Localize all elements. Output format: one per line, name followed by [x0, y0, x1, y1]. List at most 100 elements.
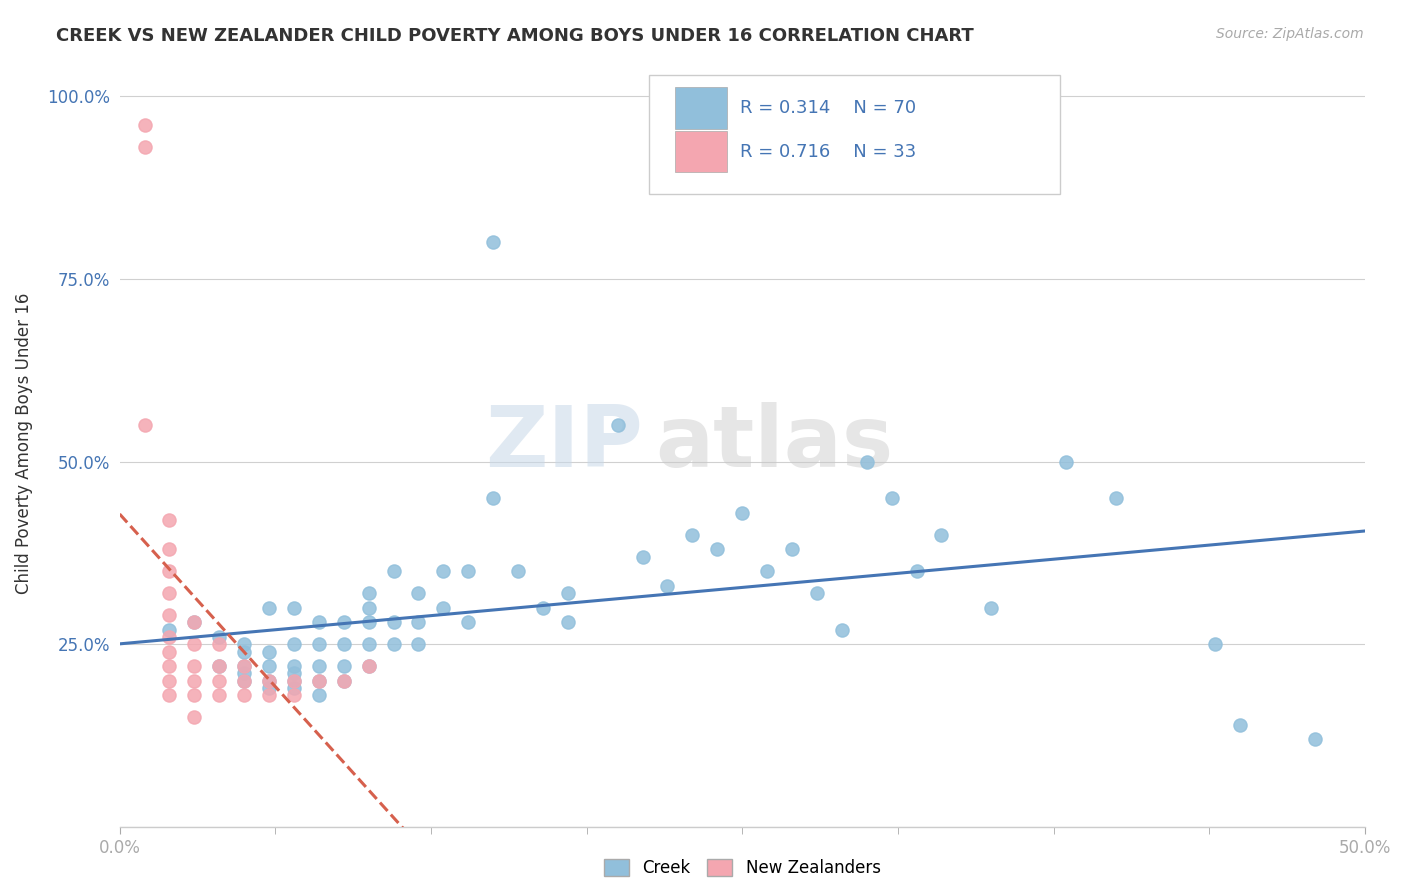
Text: Source: ZipAtlas.com: Source: ZipAtlas.com	[1216, 27, 1364, 41]
Point	[183, 659, 205, 673]
Point	[482, 235, 505, 250]
Point	[257, 689, 280, 703]
Text: R = 0.314    N = 70: R = 0.314 N = 70	[740, 99, 915, 117]
Point	[233, 689, 256, 703]
Point	[706, 542, 728, 557]
Point	[681, 527, 703, 541]
Point	[382, 615, 405, 630]
FancyBboxPatch shape	[648, 75, 1060, 194]
Point	[308, 637, 330, 651]
Point	[208, 673, 231, 688]
Point	[831, 623, 853, 637]
Point	[283, 681, 305, 695]
Point	[208, 630, 231, 644]
Point	[408, 586, 430, 600]
Point	[1303, 732, 1326, 747]
Point	[1229, 717, 1251, 731]
Point	[157, 623, 180, 637]
Point	[631, 549, 654, 564]
Text: atlas: atlas	[655, 401, 893, 484]
Point	[157, 513, 180, 527]
Point	[1105, 491, 1128, 505]
Point	[183, 615, 205, 630]
Point	[357, 600, 380, 615]
Point	[183, 673, 205, 688]
FancyBboxPatch shape	[675, 131, 727, 172]
Point	[208, 659, 231, 673]
Point	[332, 673, 354, 688]
Point	[183, 637, 205, 651]
Point	[731, 506, 754, 520]
Point	[332, 659, 354, 673]
Point	[308, 673, 330, 688]
Point	[233, 673, 256, 688]
Point	[157, 564, 180, 578]
Point	[183, 615, 205, 630]
Point	[408, 637, 430, 651]
Point	[157, 659, 180, 673]
Point	[332, 637, 354, 651]
Point	[382, 637, 405, 651]
Point	[606, 417, 628, 432]
Point	[332, 673, 354, 688]
Point	[557, 586, 579, 600]
Point	[432, 600, 454, 615]
Point	[1054, 454, 1077, 468]
Point	[233, 659, 256, 673]
Point	[233, 659, 256, 673]
Point	[283, 673, 305, 688]
Point	[233, 637, 256, 651]
Point	[432, 564, 454, 578]
Point	[283, 659, 305, 673]
Point	[931, 527, 953, 541]
Point	[308, 659, 330, 673]
Point	[134, 417, 156, 432]
Text: R = 0.716    N = 33: R = 0.716 N = 33	[740, 143, 915, 161]
Point	[257, 673, 280, 688]
Point	[208, 659, 231, 673]
Point	[1204, 637, 1226, 651]
Point	[283, 600, 305, 615]
Point	[332, 615, 354, 630]
Point	[257, 681, 280, 695]
Point	[855, 454, 877, 468]
Point	[457, 564, 479, 578]
Point	[980, 600, 1002, 615]
Point	[482, 491, 505, 505]
Point	[257, 600, 280, 615]
Point	[308, 673, 330, 688]
Point	[157, 542, 180, 557]
Point	[880, 491, 903, 505]
Point	[257, 659, 280, 673]
Point	[157, 644, 180, 658]
Point	[157, 673, 180, 688]
Point	[257, 673, 280, 688]
Point	[283, 666, 305, 681]
Point	[357, 637, 380, 651]
Point	[233, 666, 256, 681]
Text: ZIP: ZIP	[485, 401, 643, 484]
Point	[183, 710, 205, 724]
Point	[357, 615, 380, 630]
Point	[382, 564, 405, 578]
Point	[183, 689, 205, 703]
Legend: Creek, New Zealanders: Creek, New Zealanders	[598, 853, 887, 884]
Point	[357, 659, 380, 673]
Point	[157, 607, 180, 622]
FancyBboxPatch shape	[675, 87, 727, 128]
Point	[283, 637, 305, 651]
Point	[157, 586, 180, 600]
Point	[657, 579, 679, 593]
Point	[905, 564, 928, 578]
Point	[357, 586, 380, 600]
Point	[208, 689, 231, 703]
Point	[308, 615, 330, 630]
Point	[233, 644, 256, 658]
Point	[157, 689, 180, 703]
Point	[157, 630, 180, 644]
Point	[134, 119, 156, 133]
Point	[756, 564, 779, 578]
Point	[531, 600, 554, 615]
Point	[208, 637, 231, 651]
Point	[557, 615, 579, 630]
